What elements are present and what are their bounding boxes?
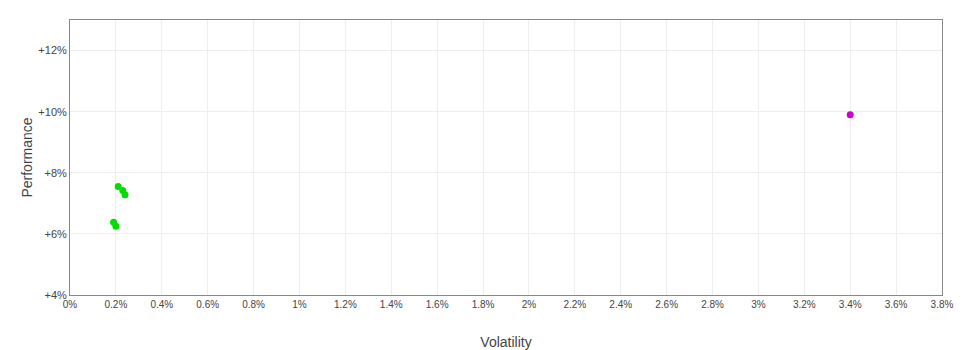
svg-text:3.6%: 3.6%	[885, 299, 908, 310]
svg-text:+10%: +10%	[38, 106, 67, 118]
svg-text:1.4%: 1.4%	[380, 299, 403, 310]
svg-text:1.2%: 1.2%	[334, 299, 357, 310]
svg-text:0.8%: 0.8%	[242, 299, 265, 310]
svg-text:1.6%: 1.6%	[426, 299, 449, 310]
svg-text:1%: 1%	[292, 299, 307, 310]
svg-text:2.4%: 2.4%	[609, 299, 632, 310]
svg-text:+4%: +4%	[44, 289, 67, 301]
svg-text:+12%: +12%	[38, 44, 67, 56]
svg-text:0.6%: 0.6%	[196, 299, 219, 310]
svg-text:3.4%: 3.4%	[839, 299, 862, 310]
svg-text:3%: 3%	[751, 299, 766, 310]
svg-text:+6%: +6%	[44, 228, 67, 240]
svg-text:2.6%: 2.6%	[655, 299, 678, 310]
svg-text:Performance: Performance	[19, 117, 35, 197]
svg-text:0.2%: 0.2%	[104, 299, 127, 310]
svg-text:0%: 0%	[63, 299, 78, 310]
svg-text:2.2%: 2.2%	[563, 299, 586, 310]
svg-text:0.4%: 0.4%	[150, 299, 173, 310]
svg-text:Volatility: Volatility	[480, 334, 531, 350]
svg-text:2%: 2%	[522, 299, 537, 310]
svg-text:1.8%: 1.8%	[472, 299, 495, 310]
svg-text:2.8%: 2.8%	[701, 299, 724, 310]
svg-text:3.2%: 3.2%	[793, 299, 816, 310]
svg-text:+8%: +8%	[44, 167, 67, 179]
svg-text:3.8%: 3.8%	[931, 299, 954, 310]
